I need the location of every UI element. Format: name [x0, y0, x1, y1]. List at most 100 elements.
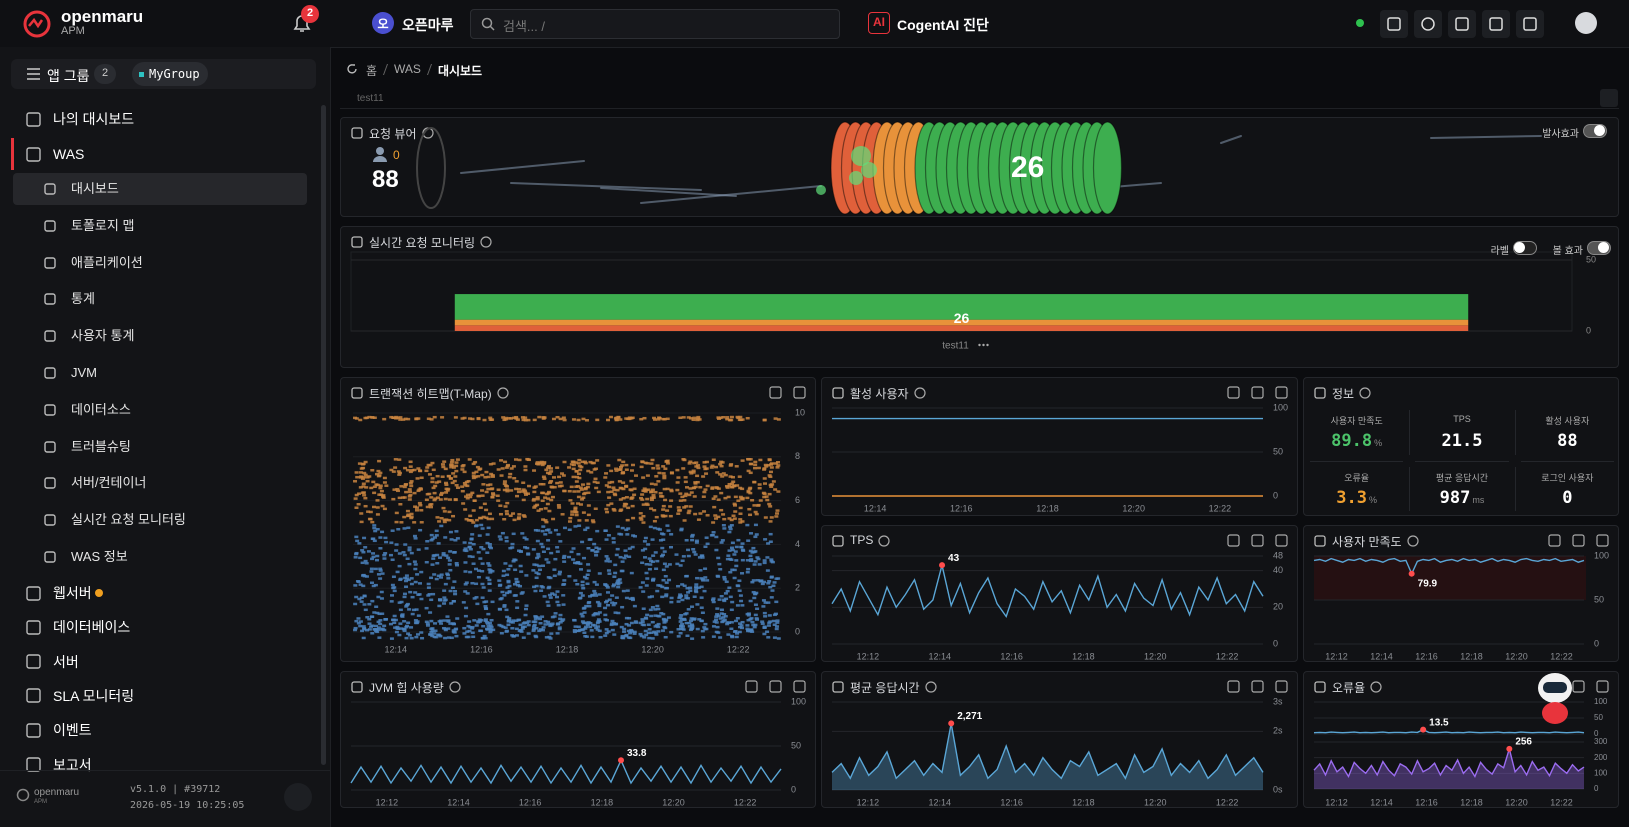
panel-action[interactable] — [1596, 680, 1609, 693]
submenu-item[interactable]: 데이터소스 — [71, 401, 131, 417]
panel-action[interactable] — [1572, 534, 1585, 547]
header-button[interactable] — [1414, 10, 1442, 38]
panel-action[interactable] — [769, 680, 782, 693]
heatmap-cell — [709, 458, 745, 479]
header-button[interactable] — [1448, 10, 1476, 38]
user-avatar[interactable] — [1575, 12, 1597, 34]
heatmap-dot — [429, 496, 434, 499]
panel-action[interactable] — [769, 386, 782, 399]
submenu-item[interactable]: 대시보드 — [71, 181, 119, 196]
breadcrumb-item[interactable]: 홈 — [366, 64, 378, 78]
heatmap-dot — [679, 528, 684, 532]
app-group[interactable]: 앱 그룹 — [47, 68, 90, 84]
menu-icon — [44, 514, 56, 526]
heatmap-dot — [607, 481, 612, 484]
title-icon — [832, 387, 844, 399]
panel-action[interactable] — [1227, 534, 1240, 547]
heatmap-dot — [693, 512, 698, 516]
menu-item[interactable]: 나의 대시보드 — [53, 111, 135, 127]
heatmap-cell — [572, 611, 602, 633]
heatmap-dot — [413, 505, 418, 508]
header-button[interactable] — [1482, 10, 1510, 38]
heatmap-dot — [532, 497, 537, 501]
panel-action[interactable] — [1275, 386, 1288, 399]
submenu-item[interactable]: 애플리케이션 — [71, 254, 143, 270]
heatmap-dot — [516, 490, 521, 494]
menu-item[interactable]: 이벤트 — [53, 722, 92, 739]
heatmap-dot — [665, 524, 670, 527]
tab[interactable]: test11 — [357, 93, 384, 104]
heatmap-dot — [537, 415, 542, 419]
panel-action[interactable] — [1251, 534, 1264, 547]
toggle-knob — [1514, 242, 1525, 253]
menu-item[interactable]: SLA 모니터링 — [53, 687, 135, 704]
submenu-item[interactable]: 실시간 요청 모니터링 — [71, 512, 186, 528]
heatmap-dot — [452, 580, 457, 583]
heatmap-dot — [389, 637, 394, 640]
menu-item[interactable]: 서버 — [53, 653, 79, 670]
panel-action[interactable] — [1596, 534, 1609, 547]
heatmap-dot — [653, 608, 658, 611]
heatmap-dot — [431, 592, 436, 596]
collapse-button[interactable] — [284, 783, 312, 811]
panel-action[interactable] — [1275, 680, 1288, 693]
heatmap-dot — [518, 623, 523, 627]
panel-action[interactable] — [745, 680, 758, 693]
tab-dropdown[interactable] — [1600, 89, 1618, 107]
search-box[interactable]: 검색... / — [470, 9, 840, 39]
heatmap-dot — [653, 490, 658, 494]
panel-action[interactable] — [1548, 534, 1561, 547]
panel-action[interactable] — [793, 386, 806, 399]
panel-action[interactable] — [1227, 680, 1240, 693]
panel-action[interactable] — [1251, 386, 1264, 399]
heatmap-dot — [552, 593, 557, 596]
heatmap-dot — [393, 626, 398, 629]
menu-item[interactable]: 보고서 — [53, 756, 92, 773]
heatmap-dot — [361, 482, 366, 486]
heatmap-dot — [525, 457, 530, 461]
panel-action[interactable] — [1227, 386, 1240, 399]
heatmap-dot — [608, 415, 613, 419]
ai-label[interactable]: CogentAI 진단 — [897, 17, 989, 33]
heatmap-dot — [655, 559, 660, 563]
heatmap-dot — [455, 617, 460, 620]
group-name[interactable]: MyGroup — [149, 67, 200, 81]
heatmap-dot — [471, 562, 476, 565]
panel-action[interactable] — [1275, 534, 1288, 547]
heatmap-dot — [687, 493, 692, 497]
submenu-item[interactable]: 통계 — [71, 291, 95, 307]
heatmap-dot — [546, 492, 551, 495]
heatmap-dot — [689, 417, 694, 420]
header-button[interactable] — [1516, 10, 1544, 38]
panel-action[interactable] — [793, 680, 806, 693]
panel-action[interactable] — [1251, 680, 1264, 693]
heatmap-dot — [639, 465, 644, 469]
heatmap-dot — [660, 514, 665, 517]
heatmap-dot — [657, 471, 662, 475]
heatmap-dot — [653, 551, 658, 554]
submenu-item[interactable]: 트러블슈팅 — [71, 438, 131, 454]
heatmap-dot — [701, 475, 706, 478]
submenu-item[interactable]: JVM — [71, 365, 97, 380]
heatmap-dot — [641, 590, 646, 593]
submenu-item[interactable]: 사용자 통계 — [71, 328, 135, 344]
menu-item[interactable]: 데이터베이스 — [53, 619, 131, 636]
heatmap-dot — [398, 418, 403, 421]
menu-item[interactable]: WAS — [53, 146, 85, 162]
breadcrumb-item[interactable]: WAS — [394, 62, 421, 76]
heatmap-dot — [754, 533, 759, 536]
x-tick-label: 12:18 — [1460, 651, 1483, 661]
breadcrumb-item[interactable]: 대시보드 — [437, 64, 483, 78]
submenu-item[interactable]: 토폴로지 맵 — [71, 217, 135, 233]
submenu-item[interactable]: 서버/컨테이너 — [71, 475, 147, 491]
panel-action[interactable] — [1572, 680, 1585, 693]
heatmap-cell — [639, 458, 674, 480]
menu-item[interactable]: 웹서버 — [53, 585, 92, 601]
heatmap-dot — [721, 616, 726, 619]
header-button[interactable] — [1380, 10, 1408, 38]
status-dot — [95, 589, 103, 597]
submenu-item[interactable]: WAS 정보 — [71, 549, 128, 564]
heatmap-dot — [592, 589, 597, 593]
heatmap-dot — [425, 622, 430, 625]
heatmap-dot — [472, 619, 477, 622]
